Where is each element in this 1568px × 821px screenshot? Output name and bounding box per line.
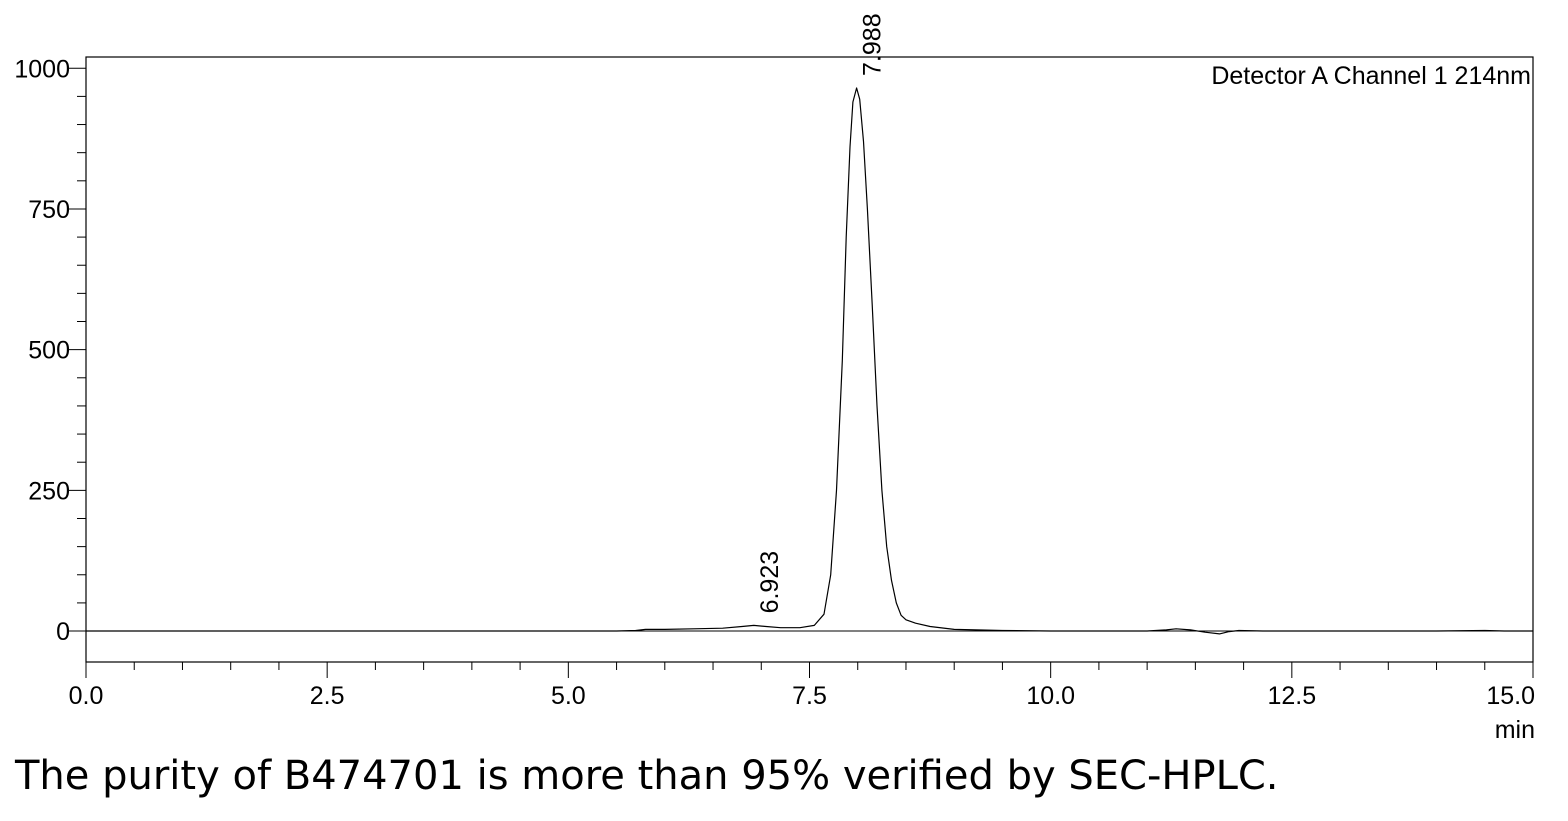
x-tick-label: 7.5 [792, 682, 827, 710]
peak-label: 6.923 [756, 551, 784, 614]
y-tick-label: 1000 [14, 55, 70, 83]
x-tick-label: 12.5 [1267, 682, 1316, 710]
detector-annotation: Detector A Channel 1 214nm [1211, 62, 1531, 90]
x-tick-label: 2.5 [310, 682, 345, 710]
x-tick-label: 10.0 [1026, 682, 1075, 710]
y-tick-label: 250 [28, 477, 70, 505]
x-tick-label: 5.0 [551, 682, 586, 710]
chromatogram-chart: 0 250 500 750 1000 0.0 2.5 5.0 7.5 10.0 12.5 15.0 mi… [14, 13, 1535, 744]
y-tick-label: 750 [28, 196, 70, 224]
plot-layer: 0 250 500 750 1000 0.0 2.5 5.0 7.5 10.0 12.5 15.0 mi… [14, 13, 1535, 744]
plot-frame [85, 56, 1534, 663]
y-tick-label: 0 [56, 618, 70, 646]
y-tick-label: 500 [28, 337, 70, 365]
chromatogram-series-line [86, 87, 1533, 635]
peak-label: 7.988 [859, 13, 887, 76]
x-tick-label: 15.0 [1486, 682, 1535, 710]
caption: The purity of B474701 is more than 95% v… [15, 753, 1279, 799]
x-axis-label: min [1495, 716, 1535, 744]
x-tick-label: 0.0 [69, 682, 104, 710]
